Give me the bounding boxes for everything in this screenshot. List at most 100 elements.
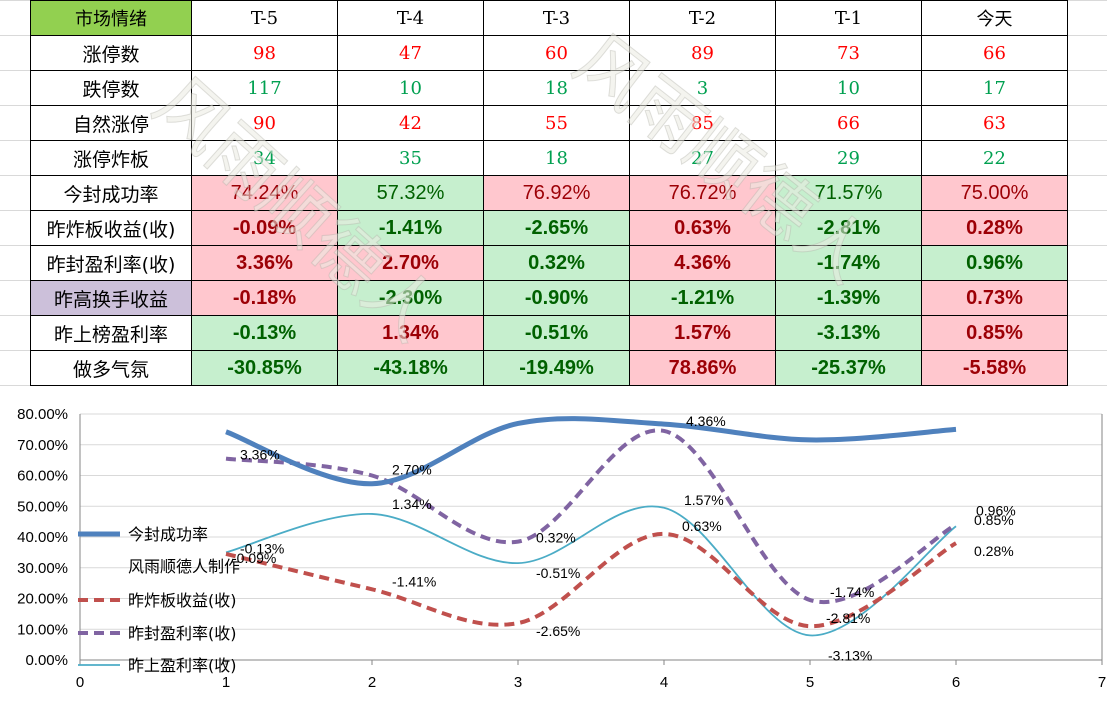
x-tick-label: 0 [76, 674, 84, 691]
y-tick-label: 10.00% [17, 621, 68, 638]
table-cell: -1.74% [775, 245, 922, 281]
x-tick-label: 2 [368, 674, 376, 691]
x-tick-label: 1 [222, 674, 230, 691]
table-row: 昨封盈利率(收) 3.36% 2.70% 0.32% 4.36% -1.74% 0.96% [30, 245, 1068, 281]
table-row: 昨上榜盈利率 -0.13% 1.34% -0.51% 1.57% -3.13% 0.85% [30, 315, 1068, 351]
table-cell: -3.13% [775, 315, 922, 351]
table-cell: 98 [191, 35, 338, 71]
data-label: 0.28% [974, 543, 1014, 559]
table-cell: 63 [921, 105, 1068, 141]
table-cell: 0.96% [921, 245, 1068, 281]
table-row: 自然涨停 90 42 55 85 66 63 [30, 105, 1068, 141]
data-label: 3.36% [240, 447, 280, 463]
table-cell: 73 [775, 35, 922, 71]
table-corner-cell: 市场情绪 [30, 0, 192, 36]
y-tick-label: 20.00% [17, 591, 68, 608]
table-cell: 0.85% [921, 315, 1068, 351]
table-cell: 3.36% [191, 245, 338, 281]
data-label: 0.63% [682, 518, 722, 534]
line-chart: 0.00% 10.00% 20.00% 30.00% 40.00% 50.00% 60.00… [17, 406, 1106, 691]
data-label: 0.32% [536, 530, 576, 546]
table-cell: 76.92% [483, 175, 630, 211]
table-cell: 47 [337, 35, 484, 71]
series-line [225, 531, 958, 629]
series-line [225, 428, 957, 605]
table-cell: 4.36% [629, 245, 776, 281]
data-label: 0.85% [974, 512, 1014, 528]
table-cell: -0.18% [191, 280, 338, 316]
legend-label: 今封成功率 [128, 525, 208, 544]
table-cell: 3 [629, 70, 776, 106]
x-tick-label: 5 [806, 674, 814, 691]
table-row: 今封成功率 74.24% 57.32% 76.92% 76.72% 71.57% 75.00… [30, 175, 1068, 211]
table-cell: 29 [775, 140, 922, 176]
table-cell: 0.73% [921, 280, 1068, 316]
table-cell: 55 [483, 105, 630, 141]
x-tick-label: 4 [660, 674, 668, 691]
table-cell: -1.41% [337, 210, 484, 246]
table-cell: 1.34% [337, 315, 484, 351]
table-cell: 76.72% [629, 175, 776, 211]
row-label: 自然涨停 [30, 105, 192, 141]
table-cell: 27 [629, 140, 776, 176]
data-label: 0.96% [976, 503, 1016, 519]
table-cell: 10 [775, 70, 922, 106]
column-header: T-5 [191, 0, 338, 36]
y-tick-label: 0.00% [25, 652, 68, 669]
table-row: 昨高换手收益 -0.18% -2.30% -0.90% -1.21% -1.39% 0.73… [30, 280, 1068, 316]
row-label: 昨上榜盈利率 [30, 315, 192, 351]
table-row: 跌停数 117 10 18 3 10 17 [30, 70, 1068, 106]
table-row: 昨炸板收益(收) -0.09% -1.41% -2.65% 0.63% -2.81% 0.2… [30, 210, 1068, 246]
row-label: 昨封盈利率(收) [30, 245, 192, 281]
table-cell: 0.63% [629, 210, 776, 246]
table-cell: 85 [629, 105, 776, 141]
table-cell: -1.39% [775, 280, 922, 316]
table-row: 涨停数 98 47 60 89 73 66 [30, 35, 1068, 71]
row-label: 涨停数 [30, 35, 192, 71]
table-cell: 117 [191, 70, 338, 106]
table-cell: 18 [483, 140, 630, 176]
table-cell: 74.24% [191, 175, 338, 211]
y-tick-label: 30.00% [17, 560, 68, 577]
table-cell: 34 [191, 140, 338, 176]
table-cell: 90 [191, 105, 338, 141]
y-tick-label: 40.00% [17, 529, 68, 546]
data-label: 4.36% [686, 413, 726, 429]
column-header: T-2 [629, 0, 776, 36]
table-header-row: 市场情绪 T-5 T-4 T-3 T-2 T-1 今天 [30, 0, 1068, 36]
table-cell: -19.49% [483, 350, 630, 386]
table-cell: 17 [921, 70, 1068, 106]
column-header: T-3 [483, 0, 630, 36]
table-cell: 66 [921, 35, 1068, 71]
data-label: -0.09% [232, 550, 276, 566]
legend-label: 昨上盈利率(收) [128, 656, 237, 675]
x-tick-label: 3 [514, 674, 522, 691]
column-header: T-4 [337, 0, 484, 36]
data-label: -1.74% [830, 584, 874, 600]
data-label: 1.57% [684, 492, 724, 508]
y-tick-label: 50.00% [17, 498, 68, 515]
table-cell: -0.13% [191, 315, 338, 351]
legend-label: 昨炸板收益(收) [128, 591, 237, 610]
table-cell: 22 [921, 140, 1068, 176]
y-tick-label: 80.00% [17, 406, 68, 423]
row-label: 昨炸板收益(收) [30, 210, 192, 246]
table-cell: 18 [483, 70, 630, 106]
data-label: -0.51% [536, 565, 580, 581]
table-cell: 60 [483, 35, 630, 71]
table-cell: 57.32% [337, 175, 484, 211]
table-cell: 66 [775, 105, 922, 141]
table-cell: 10 [337, 70, 484, 106]
table-cell: -2.30% [337, 280, 484, 316]
column-header: 今天 [921, 0, 1068, 36]
table-cell: 89 [629, 35, 776, 71]
table-cell: 1.57% [629, 315, 776, 351]
table-cell: -2.81% [775, 210, 922, 246]
data-label: -0.13% [240, 540, 284, 556]
data-label: -1.41% [392, 573, 436, 589]
data-label: -3.13% [828, 647, 872, 663]
x-tick-label: 7 [1098, 674, 1106, 691]
table-cell: -2.65% [483, 210, 630, 246]
table-cell: 2.70% [337, 245, 484, 281]
x-tick-label: 6 [952, 674, 960, 691]
